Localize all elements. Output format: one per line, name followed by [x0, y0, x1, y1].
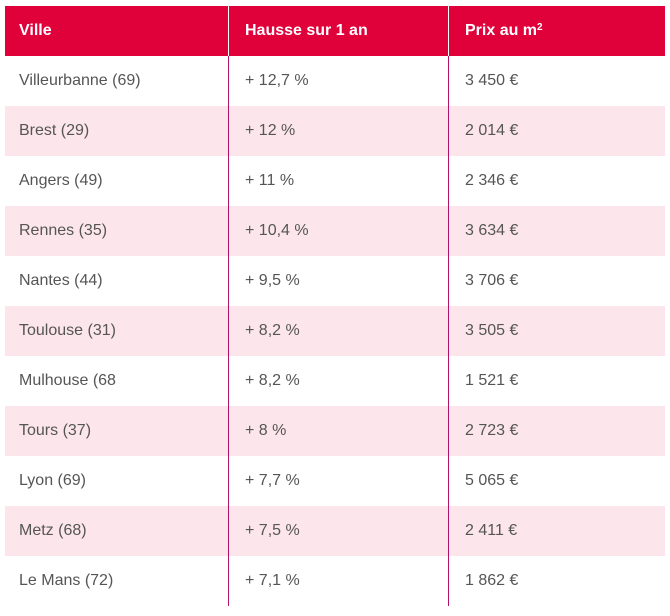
cell-prix: 2 014 € [448, 106, 665, 156]
header-hausse: Hausse sur 1 an [228, 6, 448, 56]
cell-ville: Villeurbanne (69) [19, 72, 141, 89]
cell-hausse: + 7,7 % [228, 456, 448, 506]
table-row: Rennes (35) + 10,4 % 3 634 € [5, 206, 665, 256]
header-ville: Ville [19, 22, 52, 39]
cell-ville: Toulouse (31) [19, 322, 116, 339]
cell-ville: Angers (49) [19, 172, 103, 189]
cell-ville: Le Mans (72) [19, 572, 114, 589]
table-row: Angers (49) + 11 % 2 346 € [5, 156, 665, 206]
cell-prix: 3 450 € [448, 56, 665, 106]
table-row: Tours (37) + 8 % 2 723 € [5, 406, 665, 456]
cell-prix: 3 706 € [448, 256, 665, 306]
table-row: Le Mans (72) + 7,1 % 1 862 € [5, 556, 665, 606]
cell-ville: Rennes (35) [19, 222, 108, 239]
table-row: Nantes (44) + 9,5 % 3 706 € [5, 256, 665, 306]
cell-ville: Tours (37) [19, 422, 92, 439]
cell-prix: 3 505 € [448, 306, 665, 356]
cell-prix: 2 411 € [448, 506, 665, 556]
table-row: Villeurbanne (69) + 12,7 % 3 450 € [5, 56, 665, 106]
cell-prix: 1 521 € [448, 356, 665, 406]
table-row: Mulhouse (68 + 8,2 % 1 521 € [5, 356, 665, 406]
table-body: Villeurbanne (69) + 12,7 % 3 450 € Brest (2… [5, 56, 665, 606]
cell-hausse: + 7,5 % [228, 506, 448, 556]
cell-hausse: + 12,7 % [228, 56, 448, 106]
cell-ville: Metz (68) [19, 522, 87, 539]
header-prix-label: Prix au m [465, 22, 538, 39]
cell-hausse: + 8 % [228, 406, 448, 456]
cell-ville: Mulhouse (68 [19, 372, 116, 389]
cell-hausse: + 8,2 % [228, 356, 448, 406]
cell-prix: 2 346 € [448, 156, 665, 206]
cell-hausse: + 10,4 % [228, 206, 448, 256]
cell-hausse: + 8,2 % [228, 306, 448, 356]
table-row: Toulouse (31) + 8,2 % 3 505 € [5, 306, 665, 356]
cell-prix: 5 065 € [448, 456, 665, 506]
cell-prix: 1 862 € [448, 556, 665, 606]
cell-ville: Brest (29) [19, 122, 90, 139]
cell-ville: Lyon (69) [19, 472, 86, 489]
cell-hausse: + 11 % [228, 156, 448, 206]
table-row: Lyon (69) + 7,7 % 5 065 € [5, 456, 665, 506]
cell-hausse: + 7,1 % [228, 556, 448, 606]
table-row: Brest (29) + 12 % 2 014 € [5, 106, 665, 156]
cell-prix: 2 723 € [448, 406, 665, 456]
cell-hausse: + 12 % [228, 106, 448, 156]
table-row: Metz (68) + 7,5 % 2 411 € [5, 506, 665, 556]
cell-ville: Nantes (44) [19, 272, 103, 289]
cell-prix: 3 634 € [448, 206, 665, 256]
cell-hausse: + 9,5 % [228, 256, 448, 306]
